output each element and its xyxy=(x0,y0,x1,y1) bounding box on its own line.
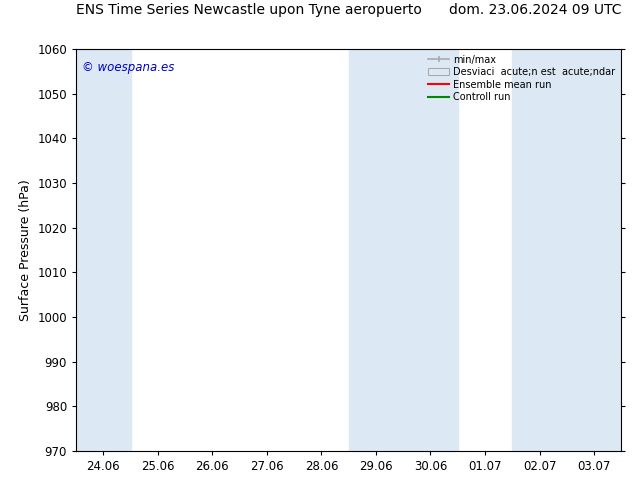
Text: ENS Time Series Newcastle upon Tyne aeropuerto: ENS Time Series Newcastle upon Tyne aero… xyxy=(76,3,422,17)
Text: © woespana.es: © woespana.es xyxy=(82,61,174,74)
Legend: min/max, Desviaci  acute;n est  acute;ndar, Ensemble mean run, Controll run: min/max, Desviaci acute;n est acute;ndar… xyxy=(424,51,619,106)
Bar xyxy=(349,49,458,451)
Bar xyxy=(76,49,131,451)
Y-axis label: Surface Pressure (hPa): Surface Pressure (hPa) xyxy=(19,179,32,321)
Bar xyxy=(512,49,621,451)
Text: dom. 23.06.2024 09 UTC: dom. 23.06.2024 09 UTC xyxy=(449,3,621,17)
